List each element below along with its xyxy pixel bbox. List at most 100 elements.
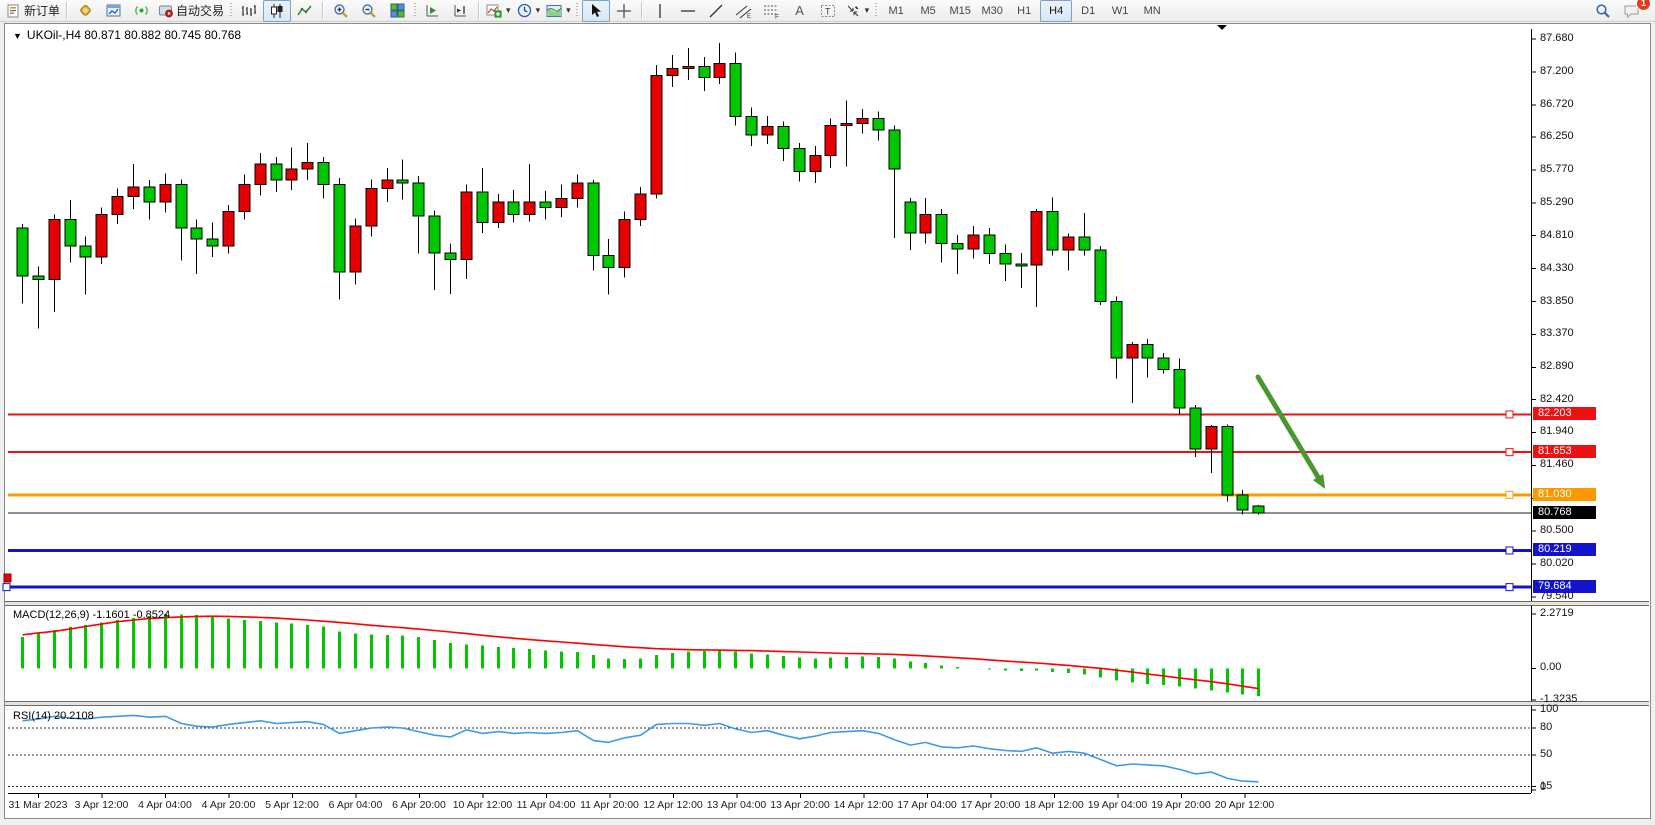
timeframe-button-M30[interactable]: M30 (981, 4, 1003, 17)
horizontal-line-button[interactable] (674, 0, 702, 22)
bar-chart-button[interactable] (235, 0, 263, 22)
tile-windows-icon (390, 3, 405, 18)
search-button[interactable] (1589, 0, 1617, 22)
separator (478, 2, 481, 19)
timeframe-toolbar: M1 M5 M15 M30 H1 H4 D1 W1 MN (880, 0, 1168, 22)
date-tick-label: 4 Apr 04:00 (138, 799, 192, 811)
rsi-tick-label: 80 (1540, 721, 1553, 733)
periods-button[interactable]: ▾ (514, 0, 544, 22)
price-tick-label: 87.200 (1540, 64, 1574, 77)
indicators-icon (486, 3, 502, 19)
timeframe-button-MN[interactable]: MN (1143, 4, 1161, 17)
market-watch-button[interactable] (71, 0, 99, 22)
autotrade-icon (158, 3, 173, 18)
text-label-button[interactable]: T (814, 0, 842, 22)
templates-button[interactable]: ▾ (543, 0, 574, 22)
rsi-panel-splitter[interactable] (5, 701, 1649, 706)
text-button[interactable]: A (786, 0, 814, 22)
chart-window-icon (106, 3, 121, 18)
trendline-button[interactable] (702, 0, 730, 22)
price-tick-label: 84.330 (1540, 261, 1574, 274)
chart-shift-icon (453, 3, 469, 19)
toolbar-grip[interactable] (575, 3, 579, 18)
horizontal-line-icon (679, 3, 697, 19)
separator (640, 2, 643, 19)
cursor-button[interactable] (581, 0, 610, 22)
main-toolbar: 新订单 自动交易 (0, 0, 1655, 22)
tile-windows-button[interactable] (383, 0, 411, 22)
timeframe-button-D1[interactable]: D1 (1081, 4, 1096, 17)
clock-icon (517, 3, 532, 18)
chart-window[interactable] (4, 23, 1651, 819)
date-tick-label: 11 Apr 04:00 (516, 799, 576, 811)
price-line-label-81.030: 81.030 (1533, 487, 1596, 501)
zoom-in-button[interactable] (327, 0, 355, 22)
timeframe-button-M15[interactable]: M15 (949, 4, 971, 17)
rsi-tick-label: 50 (1540, 748, 1553, 760)
text-icon: A (795, 3, 804, 18)
timeframe-button-H4[interactable]: H4 (1040, 0, 1073, 22)
price-tick-label: 84.810 (1540, 228, 1574, 241)
svg-text:T: T (825, 6, 831, 16)
timeframe-button-M1[interactable]: M1 (888, 4, 904, 17)
separator (322, 2, 325, 19)
fibonacci-button[interactable]: F (758, 0, 786, 22)
price-tick-label: 82.420 (1540, 392, 1574, 405)
macd-tick-label: -1.3235 (1540, 692, 1578, 705)
vertical-line-icon (653, 3, 667, 19)
price-tick-label: 80.020 (1540, 557, 1574, 570)
arrows-button[interactable]: ▾ (842, 0, 873, 22)
date-tick-label: 3 Apr 12:00 (74, 799, 129, 811)
signal-icon (134, 3, 149, 18)
date-tick-label: 12 Apr 12:00 (643, 799, 703, 811)
template-icon (546, 3, 562, 19)
date-tick-label: 13 Apr 20:00 (770, 799, 830, 811)
equidistant-channel-button[interactable]: E (730, 0, 758, 22)
chart-symbol-title: ▼ UKOil-,H4 80.871 80.882 80.745 80.768 (13, 28, 241, 42)
rsi-indicator-label: RSI(14) 20.2108 (13, 710, 94, 722)
timeframe-button-W1[interactable]: W1 (1111, 4, 1129, 17)
date-tick-label: 18 Apr 12:00 (1024, 799, 1084, 811)
toolbar-grip[interactable] (413, 3, 417, 18)
chart-shift-button[interactable] (447, 0, 475, 22)
timeframe-button-M5[interactable]: M5 (920, 4, 936, 17)
fibonacci-icon: F (763, 3, 781, 19)
toolbar-grip[interactable] (229, 3, 233, 18)
text-label-icon: T (820, 3, 836, 19)
zoom-out-button[interactable] (355, 0, 383, 22)
autotrade-label: 自动交易 (176, 4, 225, 18)
vertical-line-button[interactable] (646, 0, 674, 22)
candle-chart-button[interactable] (263, 0, 292, 22)
indicators-button[interactable]: ▾ (483, 0, 514, 22)
cursor-icon (589, 3, 603, 18)
crosshair-icon (616, 3, 632, 19)
toolbar-grip[interactable] (874, 3, 878, 18)
autotrade-button[interactable]: 自动交易 (155, 0, 227, 22)
chevron-down-icon: ▾ (864, 5, 870, 15)
rsi-tick-label: 100 (1540, 703, 1559, 715)
date-tick-label: 17 Apr 04:00 (897, 799, 957, 811)
new-order-button[interactable]: 新订单 (4, 0, 63, 22)
date-tick-label: 13 Apr 04:00 (706, 799, 767, 811)
svg-text:F: F (775, 13, 779, 19)
chevron-down-icon: ▾ (566, 5, 571, 15)
separator (66, 2, 69, 19)
macd-panel-splitter[interactable] (5, 601, 1649, 606)
new-order-label: 新订单 (24, 4, 61, 18)
notifications-button[interactable]: 1 (1617, 0, 1651, 22)
chart-title-arrow-icon[interactable]: ▼ (13, 31, 22, 41)
signals-button[interactable] (127, 0, 155, 22)
search-icon (1595, 3, 1611, 19)
date-tick-label: 31 Mar 2023 (8, 799, 68, 811)
price-tick-label: 83.370 (1540, 327, 1574, 340)
trendline-icon (708, 3, 724, 19)
arrows-icon (845, 3, 861, 19)
timeframe-button-H1[interactable]: H1 (1017, 4, 1032, 17)
date-tick-label: 6 Apr 04:00 (328, 799, 383, 811)
charts-window-button[interactable] (99, 0, 127, 22)
rsi-tick-label: 15 (1540, 779, 1553, 792)
line-chart-button[interactable] (291, 0, 319, 22)
crosshair-button[interactable] (610, 0, 638, 22)
auto-scroll-button[interactable] (419, 0, 447, 22)
price-tick-label: 81.940 (1540, 425, 1574, 438)
